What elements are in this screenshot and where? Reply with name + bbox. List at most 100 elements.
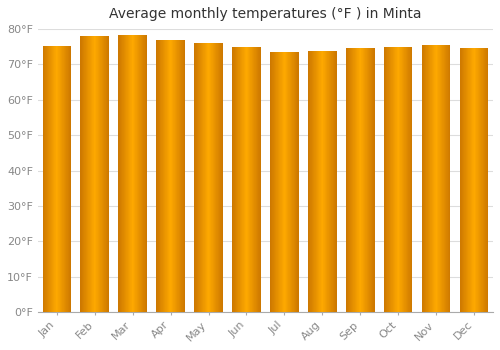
Bar bbox=[470, 48, 471, 312]
Bar bbox=[252, 48, 254, 312]
Bar bbox=[140, 35, 141, 312]
Bar bbox=[82, 36, 83, 312]
Bar bbox=[208, 43, 209, 312]
Bar bbox=[107, 36, 108, 312]
Bar bbox=[289, 52, 290, 312]
Bar bbox=[473, 48, 474, 312]
Bar bbox=[210, 43, 211, 312]
Bar bbox=[55, 46, 56, 312]
Bar bbox=[273, 52, 274, 312]
Bar bbox=[444, 45, 446, 312]
Bar bbox=[157, 40, 158, 312]
Bar bbox=[219, 43, 220, 312]
Bar bbox=[136, 35, 137, 312]
Bar bbox=[428, 45, 429, 312]
Bar bbox=[351, 48, 352, 312]
Bar bbox=[396, 48, 397, 312]
Bar bbox=[181, 40, 182, 312]
Bar bbox=[443, 45, 444, 312]
Bar bbox=[401, 48, 402, 312]
Bar bbox=[312, 51, 313, 312]
Bar bbox=[175, 40, 176, 312]
Bar bbox=[70, 46, 71, 312]
Bar bbox=[387, 48, 388, 312]
Bar bbox=[254, 48, 255, 312]
Bar bbox=[207, 43, 208, 312]
Bar bbox=[48, 46, 49, 312]
Bar bbox=[324, 51, 325, 312]
Bar bbox=[236, 48, 237, 312]
Bar bbox=[429, 45, 430, 312]
Bar bbox=[94, 36, 96, 312]
Bar bbox=[42, 46, 43, 312]
Bar bbox=[310, 51, 311, 312]
Title: Average monthly temperatures (°F ) in Minta: Average monthly temperatures (°F ) in Mi… bbox=[109, 7, 422, 21]
Bar bbox=[395, 48, 396, 312]
Bar bbox=[389, 48, 390, 312]
Bar bbox=[134, 35, 135, 312]
Bar bbox=[196, 43, 197, 312]
Bar bbox=[161, 40, 162, 312]
Bar bbox=[240, 48, 241, 312]
Bar bbox=[159, 40, 160, 312]
Bar bbox=[331, 51, 332, 312]
Bar bbox=[270, 52, 272, 312]
Bar bbox=[390, 48, 391, 312]
Bar bbox=[127, 35, 128, 312]
Bar bbox=[62, 46, 63, 312]
Bar bbox=[144, 35, 145, 312]
Bar bbox=[128, 35, 129, 312]
Bar bbox=[84, 36, 85, 312]
Bar bbox=[86, 36, 88, 312]
Bar bbox=[353, 48, 354, 312]
Bar bbox=[47, 46, 48, 312]
Bar bbox=[44, 46, 45, 312]
Bar bbox=[89, 36, 90, 312]
Bar bbox=[214, 43, 215, 312]
Bar bbox=[434, 45, 435, 312]
Bar bbox=[334, 51, 335, 312]
Bar bbox=[178, 40, 179, 312]
Bar bbox=[177, 40, 178, 312]
Bar bbox=[388, 48, 389, 312]
Bar bbox=[408, 48, 409, 312]
Bar bbox=[160, 40, 161, 312]
Bar bbox=[311, 51, 312, 312]
Bar bbox=[278, 52, 280, 312]
Bar bbox=[479, 48, 480, 312]
Bar bbox=[316, 51, 317, 312]
Bar bbox=[52, 46, 53, 312]
Bar bbox=[405, 48, 406, 312]
Bar bbox=[474, 48, 475, 312]
Bar bbox=[123, 35, 124, 312]
Bar bbox=[293, 52, 294, 312]
Bar bbox=[424, 45, 425, 312]
Bar bbox=[194, 43, 195, 312]
Bar bbox=[217, 43, 218, 312]
Bar bbox=[93, 36, 94, 312]
Bar bbox=[57, 46, 58, 312]
Bar bbox=[64, 46, 66, 312]
Bar bbox=[255, 48, 256, 312]
Bar bbox=[199, 43, 200, 312]
Bar bbox=[145, 35, 146, 312]
Bar bbox=[352, 48, 353, 312]
Bar bbox=[218, 43, 219, 312]
Bar bbox=[346, 48, 347, 312]
Bar bbox=[370, 48, 371, 312]
Bar bbox=[291, 52, 292, 312]
Bar bbox=[204, 43, 205, 312]
Bar bbox=[403, 48, 404, 312]
Bar bbox=[333, 51, 334, 312]
Bar bbox=[277, 52, 278, 312]
Bar bbox=[104, 36, 105, 312]
Bar bbox=[239, 48, 240, 312]
Bar bbox=[327, 51, 328, 312]
Bar bbox=[142, 35, 143, 312]
Bar bbox=[43, 46, 44, 312]
Bar bbox=[284, 52, 285, 312]
Bar bbox=[59, 46, 60, 312]
Bar bbox=[373, 48, 374, 312]
Bar bbox=[325, 51, 326, 312]
Bar bbox=[476, 48, 477, 312]
